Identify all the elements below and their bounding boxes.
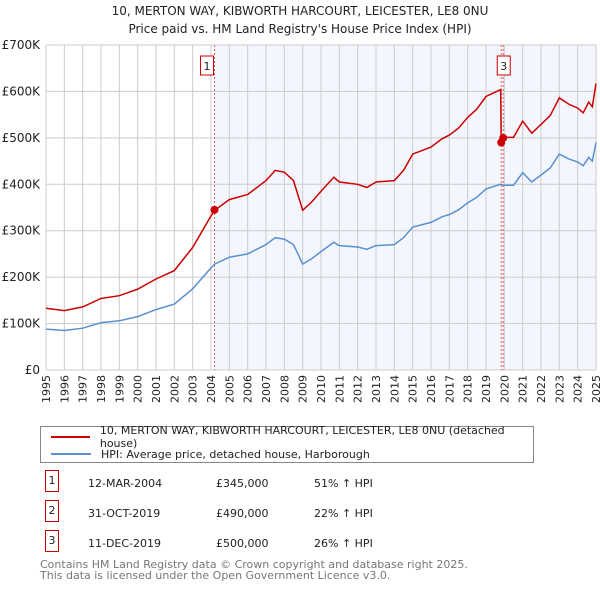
transaction-price: £345,000 [216, 477, 269, 490]
y-tick-label: £0 [25, 363, 40, 377]
transaction-price: £500,000 [216, 537, 269, 550]
legend-label-property: 10, MERTON WAY, KIBWORTH HARCOURT, LEICE… [99, 424, 505, 450]
x-tick-label: 1997 [77, 375, 90, 403]
transaction-hpi-change: 22% ↑ HPI [314, 507, 373, 520]
x-tick-label: 2002 [168, 375, 181, 403]
transaction-number-badge: 2 [45, 500, 59, 522]
transaction-hpi-change: 51% ↑ HPI [314, 477, 373, 490]
x-tick-label: 2021 [517, 375, 530, 403]
x-tick-label: 2005 [223, 375, 236, 403]
property-price-line [45, 83, 597, 312]
transaction-hpi-change: 26% ↑ HPI [314, 537, 373, 550]
transaction-number-badge: 3 [45, 530, 59, 552]
x-tick-label: 2012 [352, 375, 365, 403]
y-tick-label: £100K [2, 317, 42, 331]
sale-label-box [199, 55, 214, 76]
x-tick-label: 2023 [553, 375, 566, 403]
transaction-date: 12-MAR-2004 [88, 477, 163, 490]
chart-subtitle: Price paid vs. HM Land Registry's House … [128, 22, 471, 36]
x-tick-label: 2008 [278, 375, 291, 403]
x-tick-label: 2024 [572, 375, 585, 403]
x-tick-label: 1999 [113, 375, 126, 403]
x-tick-label: 2020 [498, 375, 511, 403]
sale-point [210, 205, 219, 214]
y-tick-label: £400K [2, 177, 42, 191]
sale-label-box [496, 55, 511, 76]
x-tick-label: 2001 [150, 375, 163, 403]
legend-item-hpi: HPI: Average price, detached house, Harb… [51, 446, 370, 462]
footer-copyright: Contains HM Land Registry data © Crown c… [40, 558, 468, 571]
shaded-region [214, 45, 596, 370]
legend-label-hpi: HPI: Average price, detached house, Harb… [101, 447, 370, 461]
transaction-price: £490,000 [216, 507, 269, 520]
chart-title: 10, MERTON WAY, KIBWORTH HARCOURT, LEICE… [112, 4, 489, 18]
x-tick-label: 1995 [40, 375, 53, 403]
y-tick-label: £600K [2, 84, 42, 98]
x-tick-label: 2017 [443, 375, 456, 403]
sale-label: 1 [203, 60, 210, 73]
y-tick-label: £700K [2, 38, 42, 52]
x-tick-label: 2000 [132, 375, 145, 403]
x-tick-label: 2009 [297, 375, 310, 403]
x-tick-label: 2007 [260, 375, 273, 403]
legend-item-property: 10, MERTON WAY, KIBWORTH HARCOURT, LEICE… [51, 424, 533, 450]
transaction-number-badge: 1 [45, 470, 59, 492]
transaction-date: 11-DEC-2019 [88, 537, 162, 550]
x-tick-label: 2010 [315, 375, 328, 403]
footer: Contains HM Land Registry data © Crown c… [40, 559, 468, 581]
y-tick-label: £500K [2, 131, 42, 145]
x-tick-label: 2013 [370, 375, 383, 403]
x-tick-label: 2003 [187, 375, 200, 403]
legend-swatch-blue [51, 453, 91, 455]
legend: 10, MERTON WAY, KIBWORTH HARCOURT, LEICE… [40, 424, 534, 463]
x-tick-label: 2015 [407, 375, 420, 403]
x-tick-label: 2022 [535, 375, 548, 403]
y-tick-label: £300K [2, 224, 42, 238]
sale-point [499, 133, 508, 142]
sale-label: 3 [500, 60, 507, 73]
y-tick-label: £200K [2, 270, 42, 284]
x-tick-label: 2019 [480, 375, 493, 403]
x-tick-label: 2025 [590, 375, 600, 403]
x-tick-label: 2014 [388, 375, 401, 403]
x-tick-label: 2006 [242, 375, 255, 403]
x-tick-label: 2018 [462, 375, 475, 403]
x-tick-label: 1998 [95, 375, 108, 403]
x-tick-label: 2011 [333, 375, 346, 403]
transaction-date: 31-OCT-2019 [88, 507, 161, 520]
x-tick-label: 2016 [425, 375, 438, 403]
hpi-line [45, 142, 597, 332]
footer-licence: This data is licensed under the Open Gov… [40, 569, 391, 582]
x-tick-label: 2004 [205, 375, 218, 403]
legend-swatch-red [51, 436, 90, 438]
x-tick-label: 1996 [58, 375, 71, 403]
price-chart: 10, MERTON WAY, KIBWORTH HARCOURT, LEICE… [2, 4, 600, 403]
